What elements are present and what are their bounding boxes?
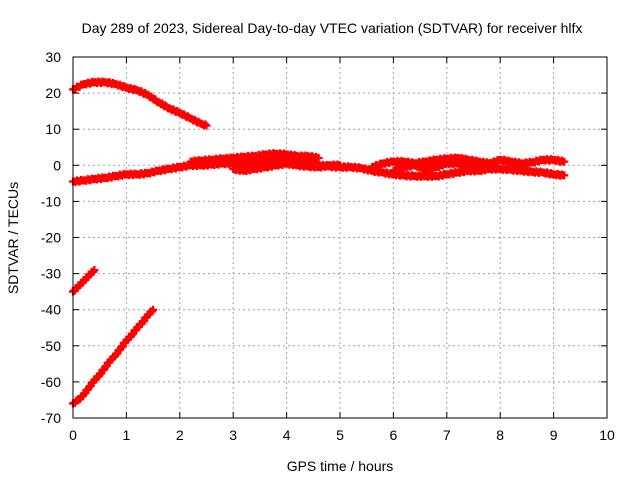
y-tick-label: -40 [41,302,61,318]
data-point [202,121,211,130]
data-point [149,305,158,314]
data-point [560,157,569,166]
y-tick-label: 30 [45,49,61,65]
x-tick-label: 5 [336,427,344,443]
y-axis-label: SDTVAR / TECUs [5,182,21,294]
y-tick-label: -20 [41,230,61,246]
x-tick-label: 10 [599,427,615,443]
grid-lines [73,57,607,418]
y-tick-label: 10 [45,121,61,137]
x-tick-label: 0 [69,427,77,443]
data-series-8 [389,158,494,175]
y-tick-label: -30 [41,266,61,282]
x-tick-label: 6 [390,427,398,443]
y-tick-label: -60 [41,374,61,390]
data-series-3 [69,305,158,408]
chart-title: Day 289 of 2023, Sidereal Day-to-day VTE… [82,20,583,36]
data-point [485,161,494,170]
axis-ticks: 0 1 2 3 4 5 6 7 8 9 10 -70 -60 -50 -40 -30 -20 -10 0 10 20 30 [41,49,615,443]
x-tick-label: 1 [123,427,131,443]
y-tick-label: -10 [41,193,61,209]
data-point [314,154,323,163]
x-axis-label: GPS time / hours [287,458,394,474]
data-point [90,265,99,274]
data-points [69,77,569,408]
y-tick-label: -70 [41,410,61,426]
y-tick-label: -50 [41,338,61,354]
x-tick-label: 3 [229,427,237,443]
y-tick-label: 0 [53,157,61,173]
x-tick-label: 2 [176,427,184,443]
x-tick-label: 9 [550,427,558,443]
data-series-6 [229,159,344,176]
y-tick-label: 20 [45,85,61,101]
data-point-fill [201,120,210,129]
data-point [336,161,344,170]
x-tick-label: 7 [443,427,451,443]
x-tick-label: 4 [283,427,291,443]
data-series-5 [186,149,323,167]
data-point [560,171,569,180]
data-series-2 [69,265,99,296]
data-series-1 [69,77,211,130]
x-tick-label: 8 [496,427,504,443]
